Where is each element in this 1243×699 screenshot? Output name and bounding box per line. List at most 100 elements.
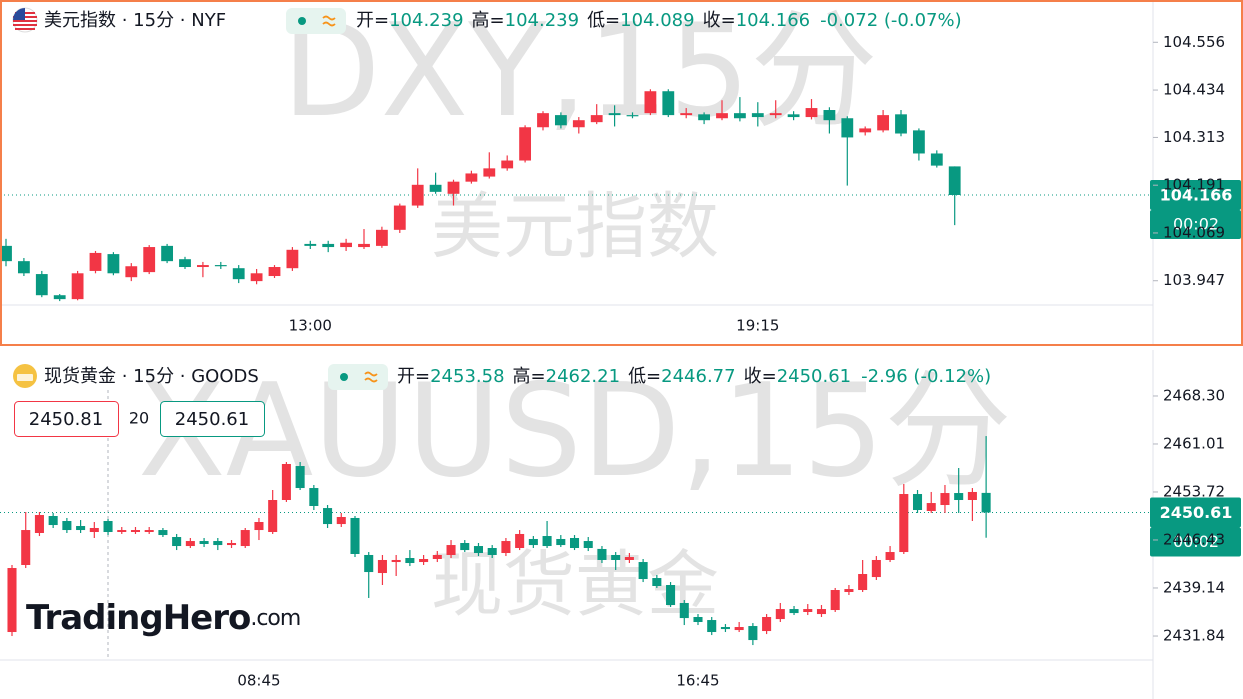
candle-body (816, 609, 827, 615)
candle-body (823, 110, 836, 121)
candle-body (53, 295, 66, 300)
candle-body (144, 530, 154, 533)
price-tag-label: 104.166 (1160, 185, 1233, 204)
watermark-subtitle: 现货黄金 (431, 543, 719, 627)
candle-body (377, 559, 387, 574)
candle-body (76, 526, 86, 531)
y-tick-label: 103.947 (1163, 271, 1225, 289)
countdown-tag (1150, 527, 1241, 557)
ohlc-label: 开= (356, 10, 389, 31)
y-tick-label: 104.434 (1163, 81, 1225, 99)
symbol-icon (13, 364, 37, 388)
ohlc-value: 2446.77 (661, 366, 735, 387)
y-tick-label: 2468.30 (1163, 386, 1225, 404)
candle-body (666, 585, 676, 606)
y-tick-label: 2431.84 (1163, 627, 1225, 645)
sell-price: 2450.81 (29, 409, 103, 430)
candle-body (583, 541, 593, 549)
candles (0, 436, 1153, 646)
candle-body (597, 548, 607, 560)
candle-body (940, 493, 950, 506)
candle-body (309, 488, 319, 506)
status-badge[interactable] (328, 364, 388, 390)
candle-body (716, 113, 728, 119)
sell-button[interactable]: 2450.81 (14, 401, 119, 437)
candle-body (143, 247, 156, 273)
ohlc-legend: 开=2453.58 高=2462.21 低=2446.77 收=2450.61 -2.9… (397, 366, 991, 387)
candle-body (391, 559, 401, 563)
candles (0, 89, 1153, 302)
candle-body (35, 274, 48, 296)
candle-body (465, 173, 478, 182)
candle-body (232, 268, 245, 280)
candle-body (268, 267, 281, 277)
candle-body (515, 533, 525, 549)
candle-body (7, 568, 17, 633)
y-tick-label: 2446.43 (1163, 530, 1225, 548)
candle-body (48, 516, 58, 526)
candle-body (751, 113, 764, 118)
candle-body (769, 113, 782, 116)
y-tick-label: 2439.14 (1163, 578, 1225, 596)
candle-body (748, 626, 758, 641)
candle-body (638, 562, 648, 580)
spread: 20 (129, 409, 149, 428)
y-tick-label: 2461.01 (1163, 434, 1225, 452)
candle-body (158, 530, 168, 536)
candle-body (542, 536, 552, 547)
candle-body (214, 265, 227, 267)
candle-body (805, 108, 818, 118)
price-axis-overlay: 104.166 00:02 2450.61 00:02 (1150, 179, 1241, 557)
symbol-icon (12, 7, 38, 33)
candle-body (172, 537, 182, 547)
status-badge[interactable] (286, 8, 346, 34)
candle-body (912, 494, 923, 511)
candle-body (926, 503, 936, 512)
candle-body (21, 530, 31, 565)
candle-body (89, 252, 102, 271)
candle-body (322, 243, 335, 248)
candle-body (161, 245, 174, 262)
candle-body (803, 609, 813, 613)
buy-price: 2450.61 (175, 409, 249, 430)
ohlc-label: 低= (587, 10, 620, 31)
candle-body (519, 127, 532, 161)
candle-body (34, 515, 44, 533)
candle-body (429, 184, 442, 192)
candle-body (71, 273, 84, 300)
candle-body (680, 113, 693, 116)
candle-body (652, 578, 662, 586)
candle-body (698, 114, 711, 121)
candle-body (912, 130, 925, 154)
candle-body (967, 491, 977, 501)
candle-body (608, 113, 621, 116)
candle-body (268, 500, 278, 533)
candle-body (419, 559, 429, 563)
candle-body (572, 120, 585, 128)
candle-body (213, 541, 223, 546)
candle-body (117, 530, 127, 533)
candle-body (323, 508, 333, 525)
candle-body (528, 538, 538, 546)
active-panel-border (0, 0, 1243, 346)
candle-body (734, 627, 744, 631)
candle-body (624, 557, 634, 560)
candle-body (130, 530, 141, 533)
change-label: -2.96 (-0.12%) (861, 366, 991, 387)
candle-body (859, 128, 872, 133)
candle-body (358, 243, 370, 248)
candle-body (501, 160, 514, 169)
candle-body (501, 541, 511, 554)
candle-body (340, 242, 353, 248)
ohlc-value: 104.166 (736, 10, 810, 31)
y-tick-label: 104.191 (1163, 176, 1225, 194)
candle-body (844, 589, 854, 592)
candle-body (626, 115, 639, 117)
candle-body (590, 115, 603, 123)
candle-body (393, 205, 406, 230)
ohlc-label: 高= (513, 366, 546, 387)
buy-button[interactable]: 2450.61 (160, 401, 265, 437)
candle-body (364, 554, 374, 573)
logo-name: TradingHero (26, 598, 250, 638)
